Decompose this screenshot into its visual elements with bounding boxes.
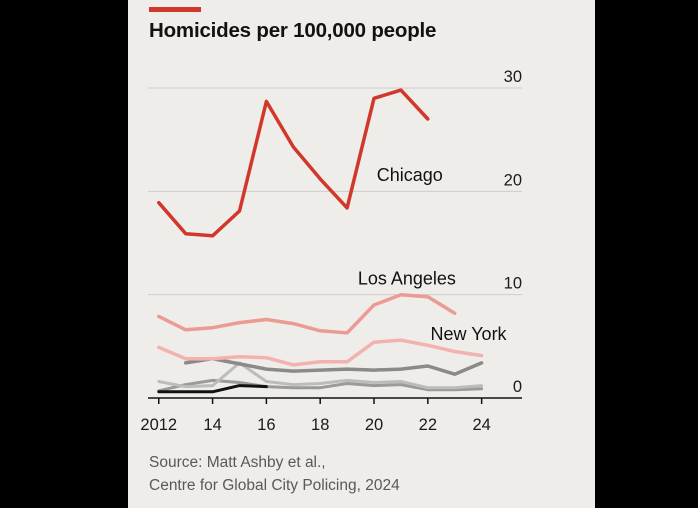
x-tick-2012: 2012 [140,416,177,434]
y-tick-20: 20 [504,171,522,189]
chart-panel: Homicides per 100,000 people 0 10 20 30 201… [128,0,595,508]
series-labels: Chicago Los Angeles New York [358,165,508,344]
series-line-new-york [157,338,484,367]
series-line-unlabelled-0 [157,378,484,393]
y-tick-30: 30 [504,68,522,86]
x-tick-2020: 20 [365,416,383,434]
grid-lines [148,87,522,296]
y-tick-0: 0 [513,378,522,396]
source-line-1: Source: Matt Ashby et al., [149,454,326,471]
x-tick-labels: 2012 14 16 18 20 22 24 [140,416,490,434]
series-line-unlabelled-2 [157,384,268,394]
accent-bar [149,7,201,12]
y-tick-labels: 0 10 20 30 [504,68,522,396]
series-line-unlabelled-1 [157,361,484,390]
source-line-2: Centre for Global City Policing, 2024 [149,477,400,494]
series-label-new-york: New York [431,324,508,344]
x-tick-2022: 22 [419,416,437,434]
series-line-unlabelled-3 [183,356,484,376]
x-tick-2018: 18 [311,416,329,434]
x-tick-2014: 14 [203,416,221,434]
line-chart: 0 10 20 30 2012 14 16 18 20 22 24 Chicago Los Ange… [140,68,522,434]
chart-title: Homicides per 100,000 people [149,19,437,42]
series-label-chicago: Chicago [377,165,443,185]
x-tick-2016: 16 [257,416,275,434]
y-tick-10: 10 [504,275,522,293]
series-line-chicago [157,88,430,238]
x-axis [148,397,522,404]
series-label-los-angeles: Los Angeles [358,268,456,288]
series-line-los-angeles [157,292,457,335]
series-lines [157,88,484,394]
x-tick-2024: 24 [472,416,490,434]
